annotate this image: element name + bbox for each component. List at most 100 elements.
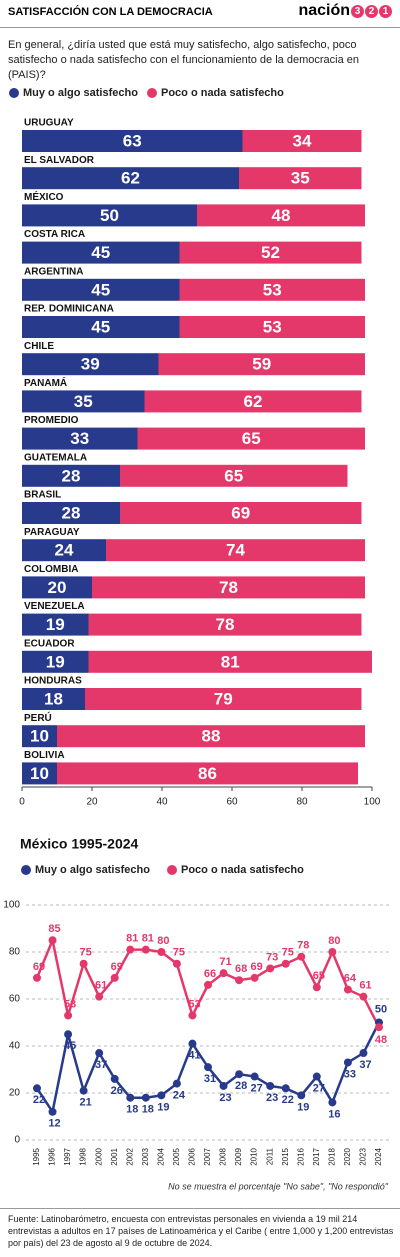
bar-segment: [137, 427, 365, 450]
x-tick-label: 20: [86, 797, 98, 808]
point: [375, 1023, 383, 1032]
bar-value: 81: [221, 652, 240, 671]
point-label: 81: [126, 933, 138, 945]
point: [172, 959, 181, 968]
category-label: CHILE: [24, 341, 54, 352]
legend-label: Poco o nada satisfecho: [181, 864, 304, 876]
bar-value: 52: [261, 243, 280, 262]
footer-rule: [0, 1208, 400, 1209]
header-title: SATISFACCIÓN CON LA DEMOCRACIA: [8, 6, 213, 18]
x-tick-label: 2011: [265, 1147, 274, 1165]
logo-digit: 3: [351, 4, 364, 18]
point-label: 65: [313, 970, 325, 982]
point-label: 31: [204, 1073, 216, 1085]
question: En general, ¿diría usted que está muy sa…: [8, 39, 359, 81]
bar-value: 59: [252, 355, 271, 374]
bar-value: 10: [30, 764, 49, 783]
point-label: 37: [95, 1059, 107, 1071]
legend-swatch: [21, 865, 31, 875]
category-label: MÉXICO: [24, 190, 64, 203]
point: [204, 1063, 212, 1072]
bar-value: 78: [219, 578, 238, 597]
bar-value: 35: [291, 169, 310, 188]
point: [343, 985, 352, 994]
bar-value: 65: [242, 429, 261, 448]
point-label: 37: [359, 1059, 371, 1071]
bar-segment: [88, 613, 362, 636]
point: [172, 1079, 181, 1088]
bar-segment: [22, 427, 138, 450]
point-label: 61: [95, 980, 107, 992]
point-label: 23: [266, 1092, 278, 1104]
y-tick-label: 20: [9, 1088, 21, 1099]
point: [141, 1093, 150, 1102]
bar-value: 34: [293, 131, 312, 150]
point-label: 64: [344, 973, 357, 985]
legend-label: Muy o algo satisfecho: [35, 864, 150, 876]
bar-value: 10: [30, 727, 49, 746]
x-tick-label: 80: [296, 797, 308, 808]
point: [266, 1081, 275, 1090]
x-tick-label: 2020: [343, 1147, 352, 1165]
point-label: 69: [111, 961, 123, 973]
point-label: 75: [173, 947, 185, 959]
point: [64, 1030, 73, 1039]
bar-value: 79: [214, 689, 233, 708]
point-label: 26: [111, 1085, 123, 1097]
bar-segment: [120, 502, 362, 524]
bar-value: 88: [202, 727, 221, 746]
point: [141, 945, 150, 954]
point-label: 78: [297, 940, 309, 952]
logo: nación 3 2 1: [298, 2, 392, 20]
point: [359, 992, 368, 1001]
x-tick-label: 1997: [63, 1147, 72, 1165]
y-tick-label: 60: [9, 994, 21, 1005]
point-label: 80: [157, 935, 169, 947]
footer: Fuente: Latinobarómetro, encuesta con en…: [8, 1214, 394, 1248]
x-tick-label: 40: [156, 797, 168, 808]
point-label: 23: [219, 1092, 231, 1104]
bar-value: 39: [81, 355, 100, 374]
point-label: 80: [328, 935, 340, 947]
legend-label: Muy o algo satisfecho: [23, 87, 138, 99]
bar-value: 63: [123, 131, 142, 150]
point: [281, 959, 290, 968]
point-label: 69: [251, 961, 263, 973]
bar-value: 65: [224, 466, 243, 485]
point: [312, 983, 321, 992]
bar-segment: [179, 316, 365, 338]
legend-label: Poco o nada satisfecho: [161, 87, 284, 99]
category-label: PANAMÁ: [24, 376, 67, 389]
bar-value: 35: [74, 392, 93, 411]
x-tick-label: 2023: [359, 1147, 368, 1165]
bar-segment: [22, 650, 89, 673]
bar-segment: [22, 204, 197, 227]
point-label: 22: [282, 1094, 294, 1106]
x-tick-label: 2002: [125, 1147, 134, 1165]
bar-segment: [158, 353, 365, 376]
point: [297, 952, 306, 961]
logo-word: nación: [298, 2, 350, 19]
legend-swatch: [147, 88, 157, 98]
x-tick-label: 2000: [94, 1147, 103, 1165]
x-tick-label: 1996: [48, 1147, 57, 1165]
point: [328, 948, 337, 956]
x-tick-label: 1998: [79, 1147, 88, 1165]
bar-value: 20: [48, 578, 67, 597]
logo-digit: 1: [379, 4, 392, 18]
point: [79, 959, 88, 968]
point: [188, 1011, 197, 1020]
x-tick-label: 2024: [374, 1147, 383, 1165]
bar-value: 48: [272, 206, 291, 225]
category-label: PERÚ: [24, 711, 52, 724]
bar-segment: [57, 725, 365, 748]
bar-value: 69: [231, 503, 250, 522]
point: [297, 1091, 306, 1100]
bar-value: 33: [70, 429, 89, 448]
point-label: 28: [235, 1080, 247, 1092]
point-label: 18: [126, 1104, 138, 1116]
bar-segment: [22, 278, 180, 301]
bar-segment: [85, 688, 362, 710]
category-label: PROMEDIO: [24, 415, 79, 426]
